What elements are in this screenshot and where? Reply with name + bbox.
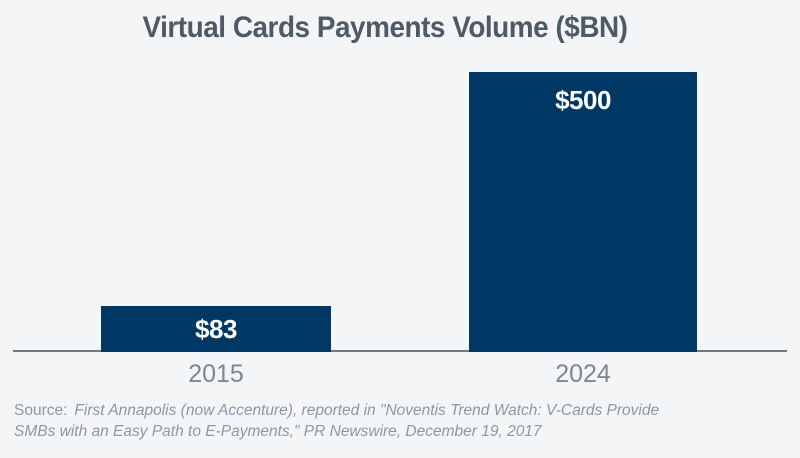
source-label: Source:	[14, 402, 68, 419]
source-citation-line1: First Annapolis (now Accenture), reporte…	[74, 402, 660, 419]
plot-area: $83 $500	[13, 72, 787, 352]
x-axis-line	[13, 350, 787, 352]
chart-title: Virtual Cards Payments Volume ($BN)	[142, 11, 628, 44]
source-citation-line2: SMBs with an Easy Path to E-Payments," P…	[14, 423, 542, 440]
x-axis-label-2015: 2015	[188, 360, 244, 388]
bar-2024: $500	[469, 72, 697, 352]
x-axis-label-2024: 2024	[555, 360, 611, 388]
bar-2015: $83	[101, 306, 331, 352]
bar-value-label-2015: $83	[195, 313, 237, 344]
bar-value-label-2024: $500	[555, 85, 611, 115]
source-note: Source: First Annapolis (now Accenture), …	[14, 400, 786, 442]
